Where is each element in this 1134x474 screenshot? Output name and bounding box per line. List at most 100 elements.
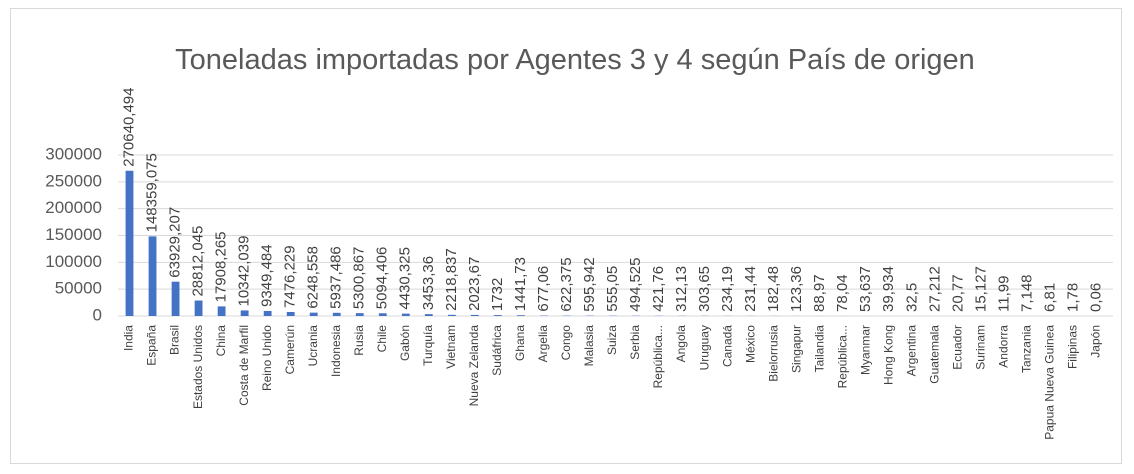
bar: [171, 281, 180, 316]
value-label: 2218,837: [443, 248, 460, 311]
x-tick-label: México: [743, 325, 757, 363]
bar: [286, 311, 295, 316]
bar: [355, 313, 364, 316]
x-tick-label: Argentina: [904, 325, 918, 377]
y-tick-label: 100000: [45, 252, 102, 271]
value-label: 148359,075: [144, 153, 161, 232]
value-label: 2023,67: [466, 257, 483, 311]
x-tick-label: Turquía: [421, 325, 435, 366]
value-label: 303,65: [696, 266, 713, 312]
x-tick-label: Ucrania: [306, 325, 320, 367]
value-label: 0,06: [1087, 283, 1104, 312]
x-tick-label: Angola: [674, 325, 688, 363]
value-label: 27,212: [926, 266, 943, 312]
value-label: 421,76: [650, 266, 667, 312]
value-label: 555,05: [604, 266, 621, 312]
x-tick-label: Brasil: [168, 325, 182, 355]
bar: [148, 236, 157, 316]
value-label: 1441,73: [512, 257, 529, 311]
value-label: 6248,558: [305, 246, 322, 309]
value-label: 3453,36: [420, 256, 437, 310]
x-tick-label: Reino Unido: [260, 325, 274, 391]
x-tick-label: Uruguay: [697, 325, 711, 370]
y-tick-label: 150000: [45, 225, 102, 244]
bar: [401, 313, 410, 316]
value-label: 7476,229: [282, 245, 299, 308]
bar: [263, 310, 272, 316]
y-tick-label: 300000: [45, 144, 102, 163]
x-tick-label: Filipinas: [1066, 325, 1080, 369]
value-label: 231,44: [742, 266, 759, 312]
x-tick-label: Indonesia: [329, 325, 343, 377]
bar: [332, 312, 341, 316]
value-label: 270640,494: [120, 88, 137, 167]
x-tick-label: Papua Nueva Guinea: [1043, 325, 1057, 440]
bar: [516, 315, 525, 316]
x-tick-label: Tanzania: [1020, 325, 1034, 373]
x-tick-label: Andorra: [997, 325, 1011, 368]
value-label: 4430,325: [397, 247, 414, 310]
x-tick-label: Japón: [1089, 325, 1103, 358]
bar: [470, 314, 479, 316]
x-tick-label: Surinam: [974, 325, 988, 370]
bar: [240, 310, 249, 316]
chart-title: Toneladas importadas por Agentes 3 y 4 s…: [175, 44, 975, 76]
x-tick-label: Camerún: [283, 325, 297, 374]
value-label: 53,637: [857, 266, 874, 312]
bar: [309, 312, 318, 316]
value-label: 5937,486: [328, 246, 345, 309]
x-tick-label: Malasia: [582, 325, 596, 367]
x-tick-label: República...: [835, 325, 849, 388]
bar: [194, 300, 203, 316]
value-label: 78,04: [834, 274, 851, 312]
value-label: 1,78: [1064, 283, 1081, 312]
x-tick-label: Serbia: [628, 325, 642, 360]
value-label: 88,97: [811, 274, 828, 312]
value-label: 15,127: [972, 266, 989, 312]
bar: [378, 313, 387, 316]
x-tick-label: Guatemala: [927, 325, 941, 384]
x-tick-label: India: [122, 325, 136, 351]
x-tick-label: República...: [651, 325, 665, 388]
bar: [424, 314, 433, 316]
x-tick-label: Estados Unidos: [191, 325, 205, 409]
value-label: 32,5: [903, 283, 920, 312]
x-tick-label: Ghana: [513, 325, 527, 361]
value-label: 182,48: [765, 266, 782, 312]
x-tick-label: Rusia: [352, 325, 366, 356]
bar: [125, 170, 134, 316]
value-label: 5094,406: [374, 247, 391, 310]
x-tick-label: Canadá: [720, 325, 734, 367]
x-tick-label: Bielorrusia: [766, 325, 780, 382]
value-label: 63929,207: [167, 207, 184, 278]
x-tick-label: Suiza: [605, 325, 619, 355]
y-tick-label: 250000: [45, 171, 102, 190]
x-tick-label: Singapur: [789, 325, 803, 373]
value-label: 622,375: [558, 257, 575, 311]
value-label: 10342,039: [236, 236, 253, 307]
x-tick-label: Vietnam: [444, 325, 458, 369]
x-tick-label: Myanmar: [858, 325, 872, 375]
value-label: 595,942: [581, 257, 598, 311]
value-label: 312,13: [673, 266, 690, 312]
value-label: 11,99: [995, 276, 1012, 312]
x-tick-label: Ecuador: [951, 325, 965, 370]
y-tick-label: 50000: [55, 279, 102, 298]
value-label: 234,19: [719, 266, 736, 312]
value-label: 17908,265: [213, 231, 230, 302]
x-tick-label: Tailandia: [812, 325, 826, 373]
value-label: 7,148: [1018, 274, 1035, 312]
x-tick-label: China: [214, 325, 228, 357]
bar: [493, 315, 502, 316]
value-label: 123,36: [788, 266, 805, 312]
x-tick-label: Chile: [375, 325, 389, 353]
value-label: 20,77: [949, 274, 966, 312]
value-label: 5300,867: [351, 247, 368, 310]
x-tick-label: Gabón: [398, 325, 412, 361]
y-tick-label: 0: [93, 305, 102, 324]
value-label: 28812,045: [190, 226, 207, 297]
value-label: 677,06: [535, 266, 552, 312]
x-tick-label: Congo: [559, 325, 573, 361]
